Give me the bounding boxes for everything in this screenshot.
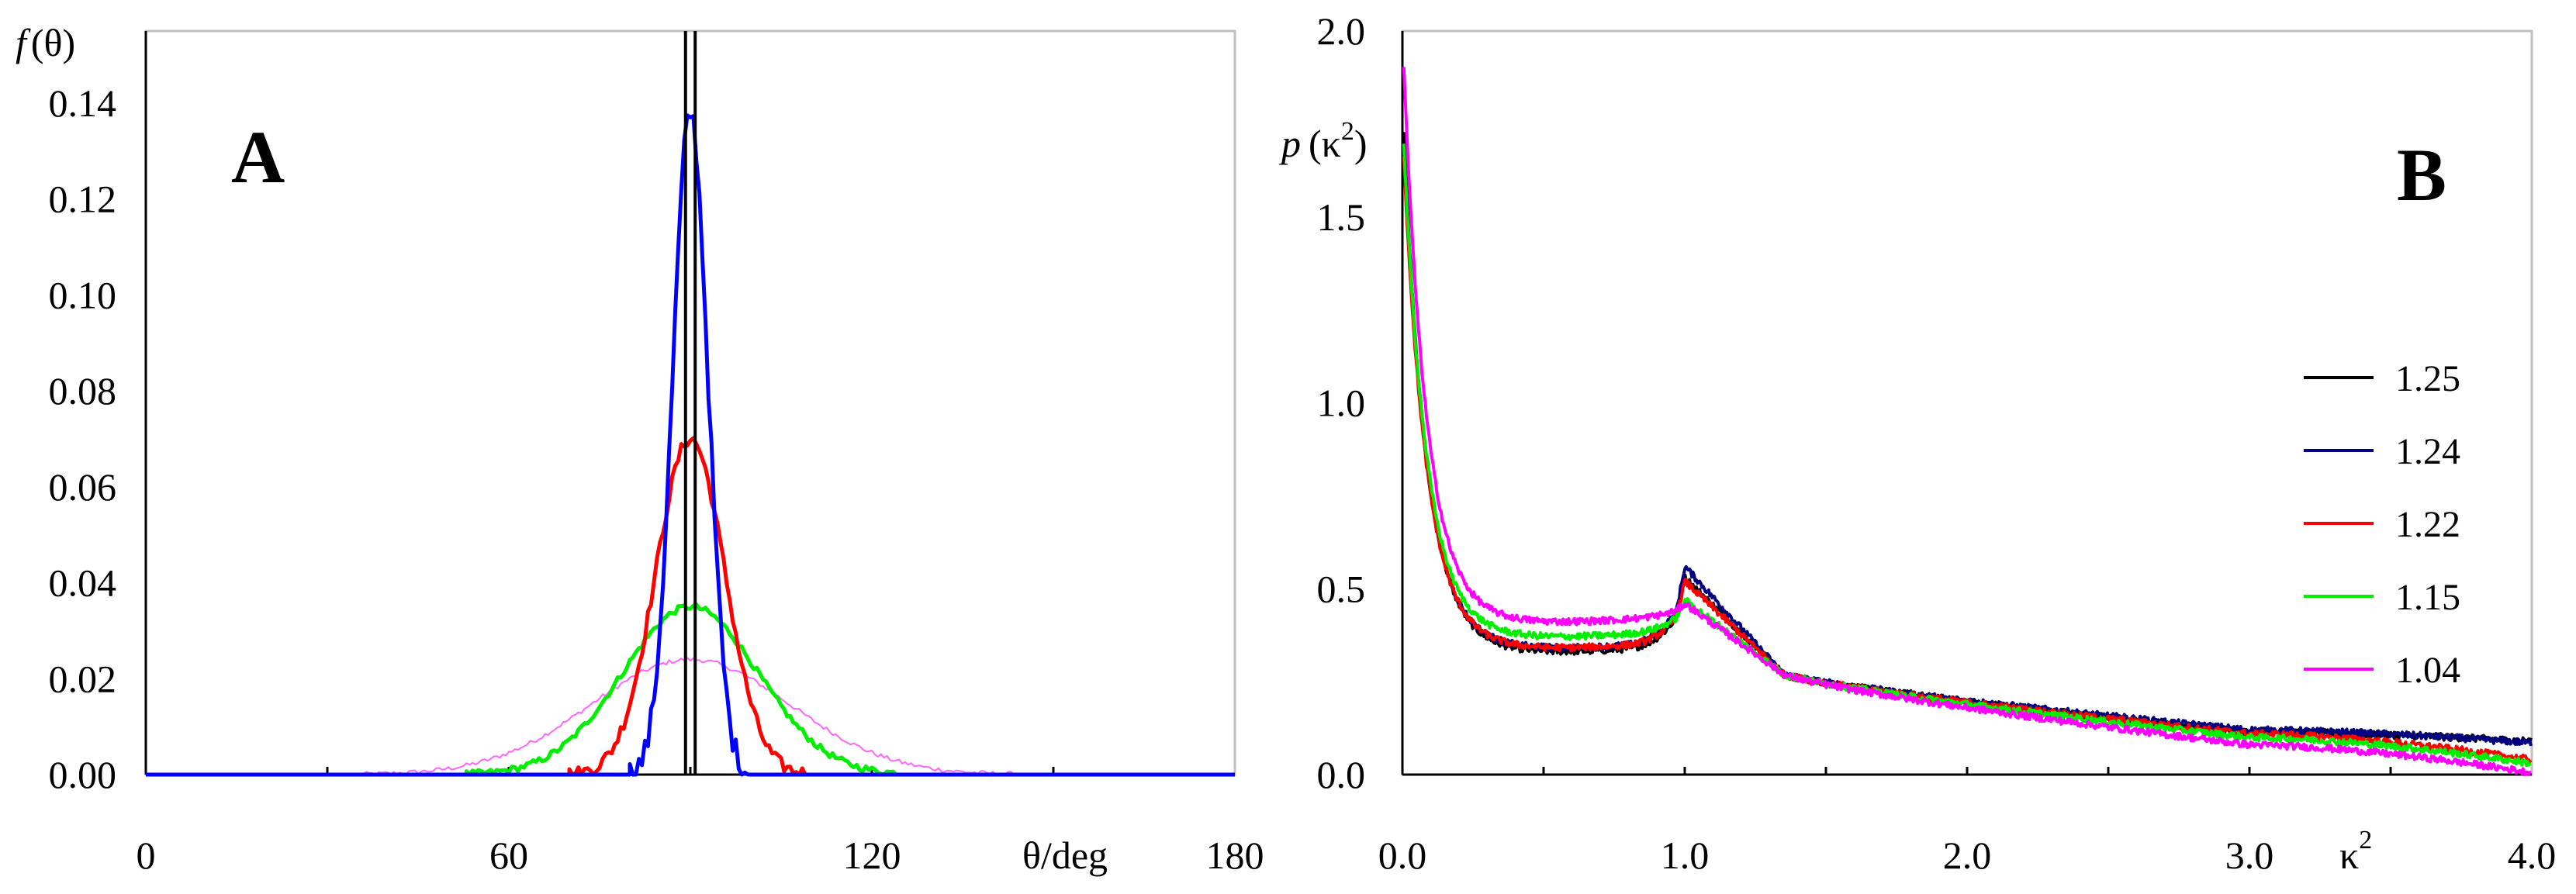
- panel-b-xlabel: κ2: [2339, 826, 2372, 877]
- panel-a-y-tick-label: 0.00: [49, 753, 117, 796]
- panel-a-y-tick-label: 0.14: [49, 81, 117, 125]
- legend-label: 1.25: [2395, 358, 2460, 399]
- panel-b-x-tick-label: 1.0: [1661, 834, 1710, 877]
- panel-b-label: B: [2397, 133, 2446, 216]
- panel-b-series-line: [1402, 67, 2532, 776]
- panel-b-x-tick-label: 0.0: [1378, 834, 1427, 877]
- panel-b-legend: 1.25 1.24 1.22 1.15 1.04: [2304, 358, 2460, 691]
- panel-a-x-tick-label: 180: [1206, 834, 1264, 877]
- panel-a-y-tick-label: 0.10: [49, 273, 117, 316]
- panel-a-y-tick-label: 0.02: [49, 657, 117, 700]
- panel-b: 0.00.51.01.52.0 0.0 1.0 2.0 3.0 4.0 B p (κ2) …: [1279, 9, 2556, 877]
- panel-b-x-ticks: 0.0 1.0 2.0 3.0 4.0: [1378, 767, 2557, 877]
- panel-b-plot-area: [1401, 29, 2533, 776]
- panel-a: 0.00 0.02 0.04 0.06 0.08 0.10 0.12 0.14 0 60 120 1…: [16, 21, 1264, 877]
- panel-a-series-line: [146, 602, 1235, 777]
- panel-a-x-tick-label: 120: [843, 834, 901, 877]
- panel-a-series-line: [146, 657, 1235, 775]
- legend-label: 1.24: [2395, 431, 2460, 472]
- panel-b-y-tick-label: 1.5: [1317, 195, 1366, 239]
- panel-a-ylabel: f (θ): [16, 21, 75, 64]
- panel-a-plot-area: [144, 29, 1236, 776]
- panel-a-y-tick-label: 0.12: [49, 178, 117, 221]
- panel-b-series: [1402, 67, 2533, 776]
- panel-b-x-tick-label: 3.0: [2225, 834, 2274, 877]
- panel-a-y-ticks: 0.00 0.02 0.04 0.06 0.08 0.10 0.12 0.14: [49, 81, 117, 796]
- panel-a-x-ticks: 0 60 120 180: [137, 767, 1264, 877]
- panel-a-x-tick-label: 0: [137, 834, 156, 877]
- legend-label: 1.04: [2395, 650, 2460, 691]
- panel-a-x-tick-label: 60: [489, 834, 528, 877]
- panel-b-series-line: [1402, 143, 2532, 768]
- panel-b-x-tick-label: 2.0: [1943, 834, 1992, 877]
- panel-b-x-tick-label: 4.0: [2508, 834, 2557, 877]
- panel-a-y-tick-label: 0.04: [49, 561, 117, 605]
- panel-b-y-tick-label: 0.0: [1317, 753, 1366, 796]
- panel-a-series: [146, 31, 1235, 777]
- panel-b-y-tick-label: 2.0: [1317, 9, 1366, 53]
- panel-a-y-tick-label: 0.06: [49, 465, 117, 509]
- panel-a-xlabel: θ/deg: [1022, 834, 1108, 877]
- legend-label: 1.15: [2395, 577, 2460, 618]
- panel-b-y-tick-label: 1.0: [1317, 381, 1366, 425]
- panel-b-ylabel: p (κ2): [1279, 117, 1368, 165]
- panel-b-y-ticks: 0.0 0.5 1.0 1.5 2.0: [1317, 9, 1366, 796]
- panel-a-y-tick-label: 0.08: [49, 369, 117, 412]
- panel-b-y-tick-label: 0.5: [1317, 567, 1366, 610]
- panel-a-series-line: [146, 436, 1235, 777]
- panel-a-label: A: [231, 116, 285, 198]
- panel-b-series-line: [1402, 156, 2533, 764]
- panel-b-series-line: [1402, 148, 2533, 747]
- panel-a-series-line: [146, 113, 1235, 777]
- legend-label: 1.22: [2395, 504, 2460, 545]
